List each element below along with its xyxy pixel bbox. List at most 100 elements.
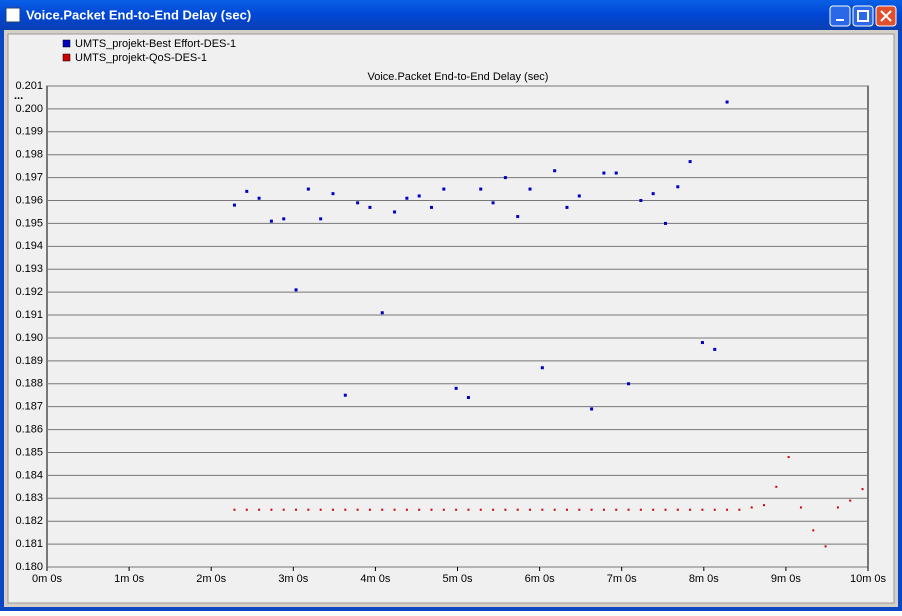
point — [282, 508, 285, 511]
point — [344, 508, 347, 511]
y-tick-label: 0.192 — [15, 286, 43, 298]
y-tick-label: 0.198 — [15, 149, 43, 161]
point — [676, 185, 680, 189]
point — [233, 508, 236, 511]
point — [257, 196, 261, 200]
y-tick-label: 0.190 — [15, 332, 43, 344]
point — [578, 508, 581, 511]
point — [725, 100, 729, 104]
point — [701, 508, 704, 511]
y-tick-label: 0.199 — [15, 126, 43, 138]
point — [417, 194, 421, 198]
point — [763, 504, 766, 507]
point — [380, 311, 384, 315]
legend-label: UMTS_projekt-Best Effort-DES-1 — [75, 38, 236, 50]
point — [861, 488, 864, 491]
x-tick-label: 2m 0s — [196, 573, 226, 585]
point — [430, 205, 434, 209]
point — [738, 508, 741, 511]
x-tick-label: 4m 0s — [360, 573, 390, 585]
point — [627, 508, 630, 511]
y-tick-label: 0.188 — [15, 378, 43, 390]
point — [331, 508, 334, 511]
point — [319, 508, 322, 511]
x-tick-label: 0m 0s — [32, 573, 62, 585]
point — [331, 192, 335, 196]
y-tick-label: 0.184 — [15, 469, 43, 481]
point — [676, 508, 679, 511]
y-tick-label: 0.194 — [15, 240, 43, 252]
maximize-button[interactable] — [852, 5, 874, 27]
window-title: Voice.Packet End-to-End Delay (sec) — [26, 7, 251, 22]
point — [652, 508, 655, 511]
point — [455, 508, 458, 511]
point — [393, 508, 396, 511]
point — [787, 456, 790, 459]
point — [713, 508, 716, 511]
plot: 0.180 0.181 0.182 0.183 0.184 0.185 0.186 0.187… — [15, 38, 886, 585]
y-tick-label: 0.196 — [15, 194, 43, 206]
point — [553, 169, 557, 173]
point — [492, 508, 495, 511]
point — [590, 407, 594, 411]
point — [368, 508, 371, 511]
point — [307, 508, 310, 511]
x-tick-label: 8m 0s — [689, 573, 719, 585]
point — [602, 171, 606, 175]
point — [356, 508, 359, 511]
close-icon — [880, 10, 892, 22]
plot-area — [46, 85, 869, 568]
point — [602, 508, 605, 511]
legend-label: UMTS_projekt-QoS-DES-1 — [75, 52, 207, 64]
point — [689, 508, 692, 511]
point — [405, 508, 408, 511]
point — [614, 171, 618, 175]
x-tick-label: 5m 0s — [443, 573, 473, 585]
y-tick-label: 0.180 — [15, 561, 43, 573]
y-tick-label: 0.191 — [15, 309, 43, 321]
x-tick-label: 10m 0s — [850, 573, 887, 585]
point — [627, 382, 631, 386]
point — [466, 396, 470, 400]
point — [516, 215, 520, 219]
chart-title: Voice.Packet End-to-End Delay (sec) — [368, 71, 549, 83]
point — [454, 386, 458, 390]
point — [824, 545, 827, 548]
y-tick-label: 0.182 — [15, 515, 43, 527]
point — [639, 508, 642, 511]
point — [639, 199, 643, 203]
point — [381, 508, 384, 511]
point — [516, 508, 519, 511]
point — [356, 201, 360, 205]
point — [245, 508, 248, 511]
y-tick-label: 0.186 — [15, 423, 43, 435]
point — [664, 508, 667, 511]
point — [245, 189, 249, 193]
point — [750, 506, 753, 509]
point — [294, 288, 298, 292]
point — [442, 187, 446, 191]
point — [270, 508, 273, 511]
y-tick-label: 0.201 — [15, 80, 43, 92]
minimize-button[interactable] — [829, 5, 851, 27]
legend-swatch — [62, 39, 71, 48]
point — [615, 508, 618, 511]
point — [442, 508, 445, 511]
point — [700, 341, 704, 345]
y-tick-label: 0.189 — [15, 355, 43, 367]
y-tick-label: 0.187 — [15, 401, 43, 413]
point — [418, 508, 421, 511]
x-tick-label: 3m 0s — [278, 573, 308, 585]
point — [849, 499, 852, 502]
y-axis-label: ... — [14, 90, 23, 102]
point — [651, 192, 655, 196]
point — [306, 187, 310, 191]
minimize-icon — [836, 19, 844, 21]
x-tick-label: 7m 0s — [607, 573, 637, 585]
point — [393, 210, 397, 214]
point — [258, 508, 261, 511]
point — [577, 194, 581, 198]
point — [590, 508, 593, 511]
x-tick-label: 9m 0s — [771, 573, 801, 585]
